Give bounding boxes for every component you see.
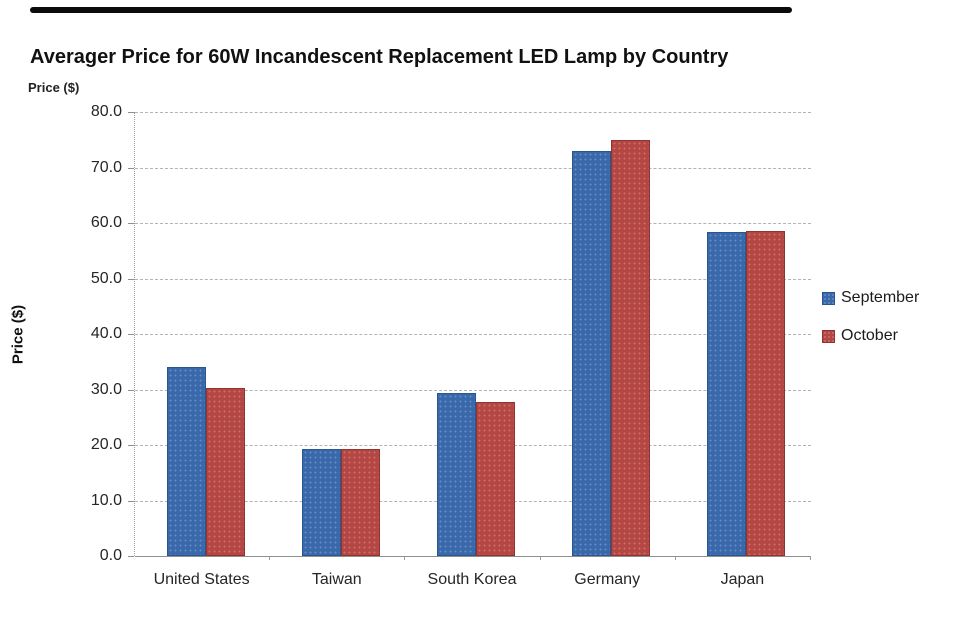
y-tick-label-60.0: 60.0: [90, 214, 122, 231]
bar-october-united-states: [205, 387, 245, 556]
y-tick-label-40.0: 40.0: [90, 325, 122, 342]
legend-swatch-september-icon: [822, 291, 835, 305]
y-tick-60.0: [128, 223, 134, 224]
legend-item-october: October: [822, 326, 919, 346]
bar-october-south-korea: [476, 401, 515, 556]
x-boundary-tick: [674, 556, 676, 560]
legend-swatch-october-icon: [822, 329, 835, 343]
y-tick-50.0: [128, 278, 134, 280]
chart-title: Averager Price for 60W Incandescent Repl…: [30, 46, 729, 68]
x-category-label-south-korea: South Korea: [427, 571, 517, 588]
gridline-40.0: [135, 334, 811, 335]
legend-label-september: September: [841, 289, 920, 306]
x-boundary-tick: [269, 556, 271, 560]
x-boundary-tick: [810, 556, 811, 560]
bar-october-taiwan: [340, 449, 380, 556]
y-tick-40.0: [128, 334, 134, 335]
y-tick-label-10.0: 10.0: [90, 491, 122, 509]
x-category-label-united-states: United States: [153, 571, 250, 588]
y-tick-10.0: [128, 500, 134, 502]
y-tick-label-80.0: 80.0: [90, 103, 122, 120]
x-boundary-tick: [404, 556, 406, 560]
y-tick-label-30.0: 30.0: [90, 380, 122, 398]
gridline-0.0: [135, 556, 811, 557]
y-tick-label-70.0: 70.0: [90, 158, 122, 176]
gridline-50.0: [135, 278, 811, 280]
bar-september-japan: [707, 232, 747, 556]
legend: September October: [822, 288, 919, 364]
plot-area: [134, 112, 811, 557]
x-boundary-tick: [539, 556, 541, 560]
y-tick-70.0: [128, 167, 134, 169]
bar-september-united-states: [166, 367, 206, 556]
x-category-label-japan: Japan: [720, 571, 765, 588]
y-axis-title: Price ($): [9, 304, 27, 365]
top-divider-bar: [30, 7, 792, 13]
bar-september-germany: [572, 150, 612, 556]
gridline-60.0: [135, 223, 811, 224]
legend-label-october: October: [841, 327, 898, 344]
y-tick-label-0.0: 0.0: [99, 547, 122, 564]
y-tick-label-20.0: 20.0: [90, 436, 122, 453]
x-category-label-taiwan: Taiwan: [311, 571, 362, 588]
y-tick-80.0: [128, 112, 134, 113]
y-tick-label-50.0: 50.0: [90, 269, 122, 287]
legend-item-september: September: [822, 288, 919, 308]
x-category-label-germany: Germany: [574, 571, 641, 588]
bar-october-germany: [611, 139, 651, 556]
bar-september-taiwan: [301, 449, 341, 556]
gridline-30.0: [135, 389, 811, 391]
bar-september-south-korea: [437, 392, 476, 556]
y-tick-30.0: [128, 389, 134, 391]
y-tick-0.0: [128, 556, 134, 557]
y-axis-unit-label: Price ($): [28, 80, 80, 95]
gridline-70.0: [135, 167, 811, 169]
gridline-80.0: [135, 112, 811, 113]
y-tick-20.0: [128, 445, 134, 446]
bar-october-japan: [746, 231, 786, 556]
